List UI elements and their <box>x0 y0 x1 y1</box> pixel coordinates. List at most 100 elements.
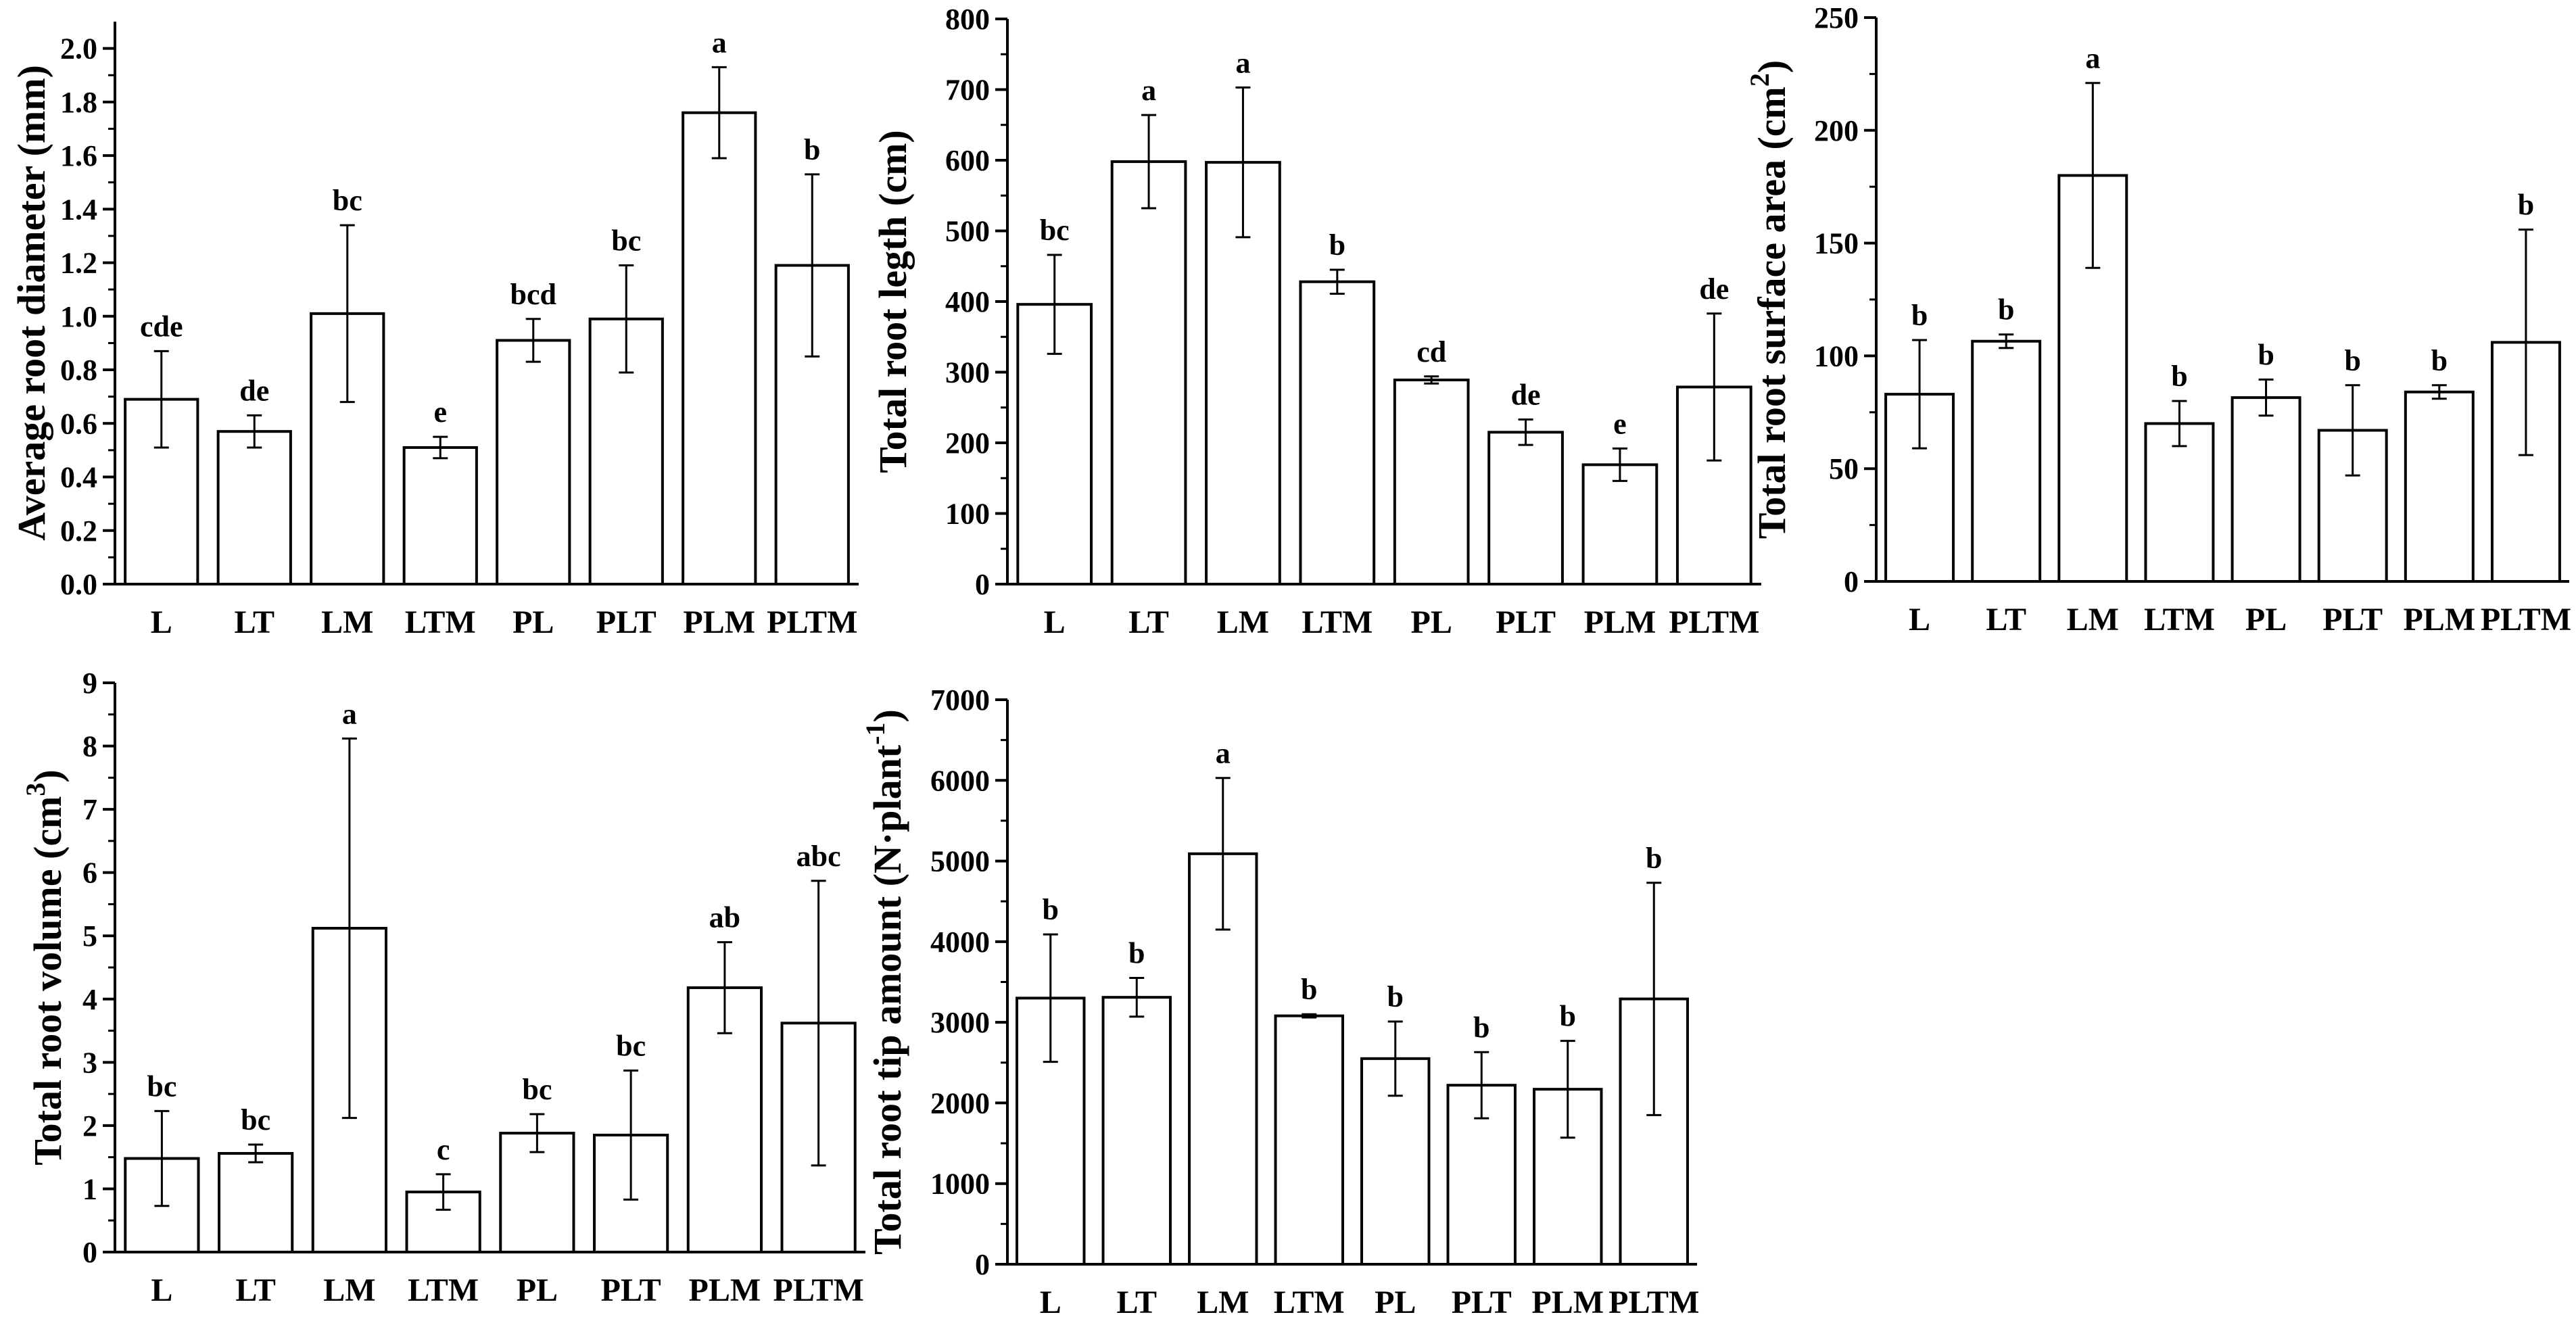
significance-letter-PLM: a <box>712 26 727 59</box>
bar-LT <box>1110 160 1187 585</box>
significance-letter-PL: bcd <box>510 278 556 311</box>
y-axis-title: Average root diameter (mm) <box>9 65 53 541</box>
significance-letter-LT: b <box>1128 937 1145 970</box>
significance-letter-LTM: b <box>2171 360 2187 393</box>
y-tick-label: 1 <box>82 1172 97 1205</box>
x-tick-label-PLM: PLM <box>1584 604 1656 640</box>
y-tick-label: 5000 <box>930 845 990 878</box>
y-axis-title-main: Total root surface area (cm <box>1750 87 1794 539</box>
x-tick-label-L: L <box>1044 604 1066 640</box>
y-tick-label: 150 <box>1814 227 1859 260</box>
x-tick-label-PLT: PLT <box>2322 602 2383 638</box>
y-tick-label: 0 <box>1844 565 1859 598</box>
y-tick-label: 0.4 <box>60 461 97 494</box>
y-tick-label: 200 <box>1814 114 1859 147</box>
x-tick-label-PL: PL <box>512 604 554 640</box>
x-tick-label-LTM: LTM <box>2144 602 2215 638</box>
x-tick-label-LM: LM <box>323 1272 375 1308</box>
x-tick-label-PLM: PLM <box>689 1272 761 1308</box>
x-tick-label-LT: LT <box>1116 1285 1157 1316</box>
y-axis-title-close: ) <box>1750 60 1794 73</box>
x-tick-label-LM: LM <box>1217 604 1269 640</box>
significance-letter-L: b <box>1043 893 1059 926</box>
significance-letter-LTM: c <box>437 1133 450 1166</box>
y-axis-title: Total root legth (cm) <box>871 130 915 473</box>
x-tick-label-PL: PL <box>2245 602 2287 638</box>
x-tick-label-PL: PL <box>517 1272 558 1308</box>
x-tick-label-PLTM: PLTM <box>1669 604 1759 640</box>
y-tick-label: 0 <box>975 568 990 601</box>
significance-letter-LTM: e <box>433 395 447 429</box>
y-tick-label: 9 <box>82 667 97 700</box>
y-tick-label: 1.4 <box>60 193 97 226</box>
significance-letter-PLT: bc <box>611 224 641 258</box>
y-tick-label: 2000 <box>930 1086 990 1120</box>
significance-letter-LTM: b <box>1301 973 1317 1006</box>
x-tick-label-L: L <box>1040 1285 1062 1316</box>
y-tick-label: 0.2 <box>60 514 97 548</box>
significance-letter-LM: bc <box>333 184 362 217</box>
significance-letter-PLM: b <box>2431 344 2448 377</box>
significance-letter-LM: a <box>1216 737 1231 770</box>
x-tick-label-PL: PL <box>1411 604 1452 640</box>
y-axis-title: Total root tip amount (N·plant-1) <box>860 709 909 1255</box>
x-tick-label-LTM: LTM <box>1274 1285 1345 1316</box>
y-tick-label: 2.0 <box>60 32 97 66</box>
y-axis-title-main: Total root legth (cm) <box>871 130 915 473</box>
significance-letter-LM: a <box>1235 46 1250 79</box>
y-tick-label: 4000 <box>930 926 990 959</box>
chart-panel-2: 0 100 200 300 400 500 600 700 800 bc La LT a LM b LTM cd… <box>871 3 1761 640</box>
x-tick-label-L: L <box>151 604 172 640</box>
x-tick-label-LTM: LTM <box>408 1272 479 1308</box>
y-tick-label: 1.0 <box>60 300 97 333</box>
y-axis-title-close: ) <box>865 709 909 722</box>
significance-letter-PLTM: b <box>1646 842 1662 875</box>
x-tick-label-LM: LM <box>321 604 373 640</box>
y-tick-label: 500 <box>945 215 990 248</box>
y-axis-title: Total root surface area (cm2) <box>1744 60 1794 539</box>
y-axis-title-superscript: 3 <box>20 783 51 796</box>
x-tick-label-PLTM: PLTM <box>1608 1285 1699 1316</box>
y-tick-label: 100 <box>945 498 990 531</box>
y-tick-label: 400 <box>945 285 990 318</box>
significance-letter-PLT: de <box>1511 379 1541 412</box>
y-axis-title-superscript: -1 <box>860 722 890 744</box>
x-tick-label-PLM: PLM <box>1531 1285 1604 1316</box>
bar-LTM <box>1274 1014 1344 1266</box>
y-tick-label: 7 <box>82 793 97 826</box>
significance-letter-LT: a <box>1141 74 1156 107</box>
bar-PLM <box>2404 390 2475 583</box>
y-tick-label: 1.2 <box>60 247 97 280</box>
x-tick-label-LM: LM <box>2067 602 2119 638</box>
bar-PL <box>2231 396 2301 583</box>
significance-letter-L: cde <box>140 310 183 343</box>
x-tick-label-PLM: PLM <box>2403 602 2475 638</box>
significance-letter-PLT: b <box>2344 344 2360 377</box>
x-tick-label-LT: LT <box>1128 604 1169 640</box>
bar-LTM <box>1299 280 1376 585</box>
x-tick-label-LT: LT <box>235 1272 276 1308</box>
y-tick-label: 3000 <box>930 1006 990 1039</box>
y-tick-label: 1000 <box>930 1168 990 1201</box>
bar-LTM <box>2144 422 2215 583</box>
bar-LT <box>216 430 292 586</box>
y-tick-label: 0 <box>975 1248 990 1281</box>
significance-letter-L: bc <box>1040 214 1070 247</box>
y-tick-label: 0.8 <box>60 354 97 387</box>
bar-LT <box>218 1152 294 1254</box>
y-tick-label: 2 <box>82 1109 97 1143</box>
x-tick-label-PLT: PLT <box>1452 1285 1512 1316</box>
x-tick-label-PLTM: PLTM <box>2481 602 2571 638</box>
x-tick-label-L: L <box>1909 602 1930 638</box>
y-tick-label: 250 <box>1814 1 1859 34</box>
chart-panel-1: 0.0 0.2 0.4 0.6 0.8 1.0 1.2 1.4 1.6 1.8 2.0 cde Lde L… <box>9 22 859 640</box>
bar-PLM <box>682 111 757 585</box>
significance-letter-PLM: b <box>1560 1000 1576 1033</box>
bar-PLT <box>1487 431 1564 586</box>
significance-letter-PLM: e <box>1613 407 1627 440</box>
x-tick-label-PL: PL <box>1375 1285 1416 1316</box>
y-tick-label: 6000 <box>930 764 990 797</box>
x-tick-label-LTM: LTM <box>1302 604 1373 640</box>
y-tick-label: 4 <box>82 983 97 1016</box>
